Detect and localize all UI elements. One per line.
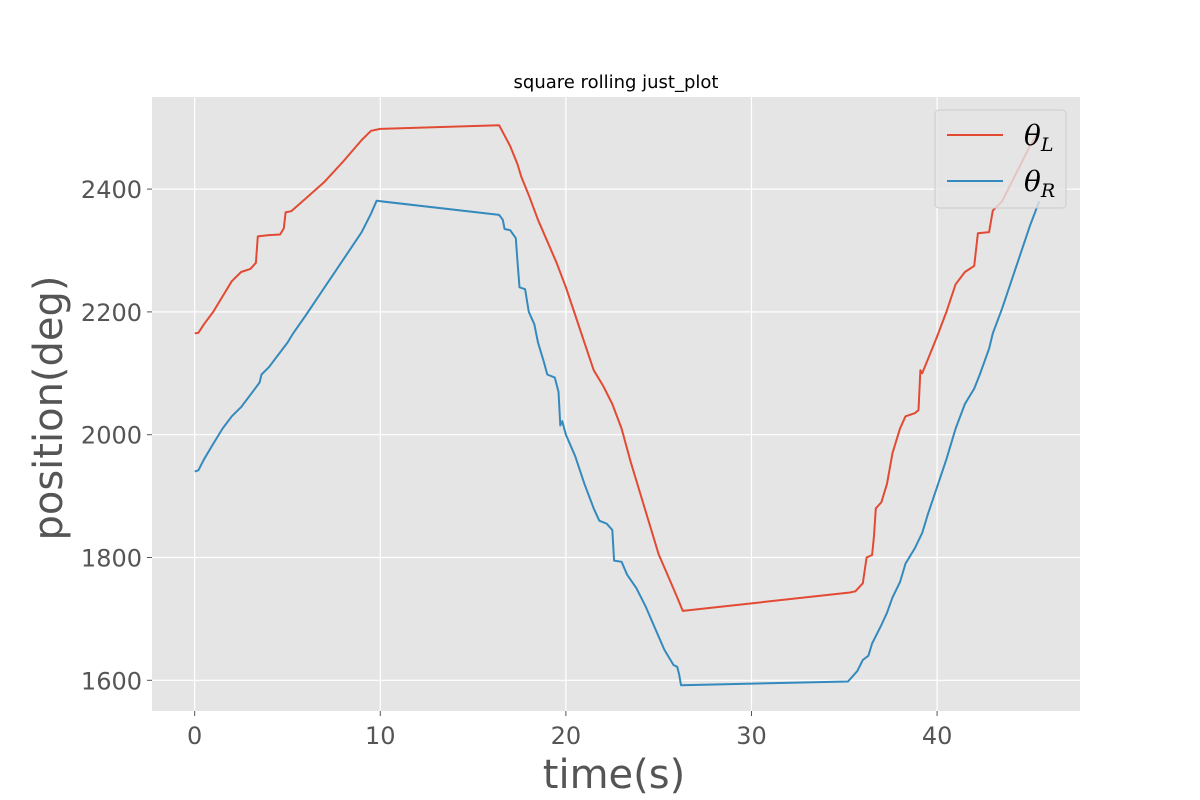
plot-background xyxy=(152,97,1080,711)
x-tick-label: 0 xyxy=(187,722,202,750)
x-tick-label: 10 xyxy=(365,722,396,750)
legend: θL θR xyxy=(934,109,1067,209)
y-tick-label: 2200 xyxy=(81,299,142,327)
y-tick-label: 2400 xyxy=(81,176,142,204)
y-tick-label: 1800 xyxy=(81,545,142,573)
x-tick-label: 20 xyxy=(551,722,582,750)
legend-label-l: θL xyxy=(1024,119,1053,156)
series-group xyxy=(194,124,1041,687)
x-axis-label: time(s) xyxy=(543,752,685,798)
grid xyxy=(152,97,1080,711)
ticks: 0 10 20 30 40 1600 1800 2000 2200 2400 xyxy=(81,176,952,750)
series-line-r xyxy=(194,199,1041,687)
series-line-l xyxy=(194,124,1039,612)
x-tick-label: 30 xyxy=(736,722,767,750)
y-tick-label: 1600 xyxy=(81,667,142,695)
y-tick-label: 2000 xyxy=(81,422,142,450)
legend-label-r: θR xyxy=(1024,165,1055,202)
x-tick-label: 40 xyxy=(922,722,953,750)
chart-title: square rolling just_plot xyxy=(514,72,719,93)
y-axis-label: position(deg) xyxy=(26,275,72,540)
